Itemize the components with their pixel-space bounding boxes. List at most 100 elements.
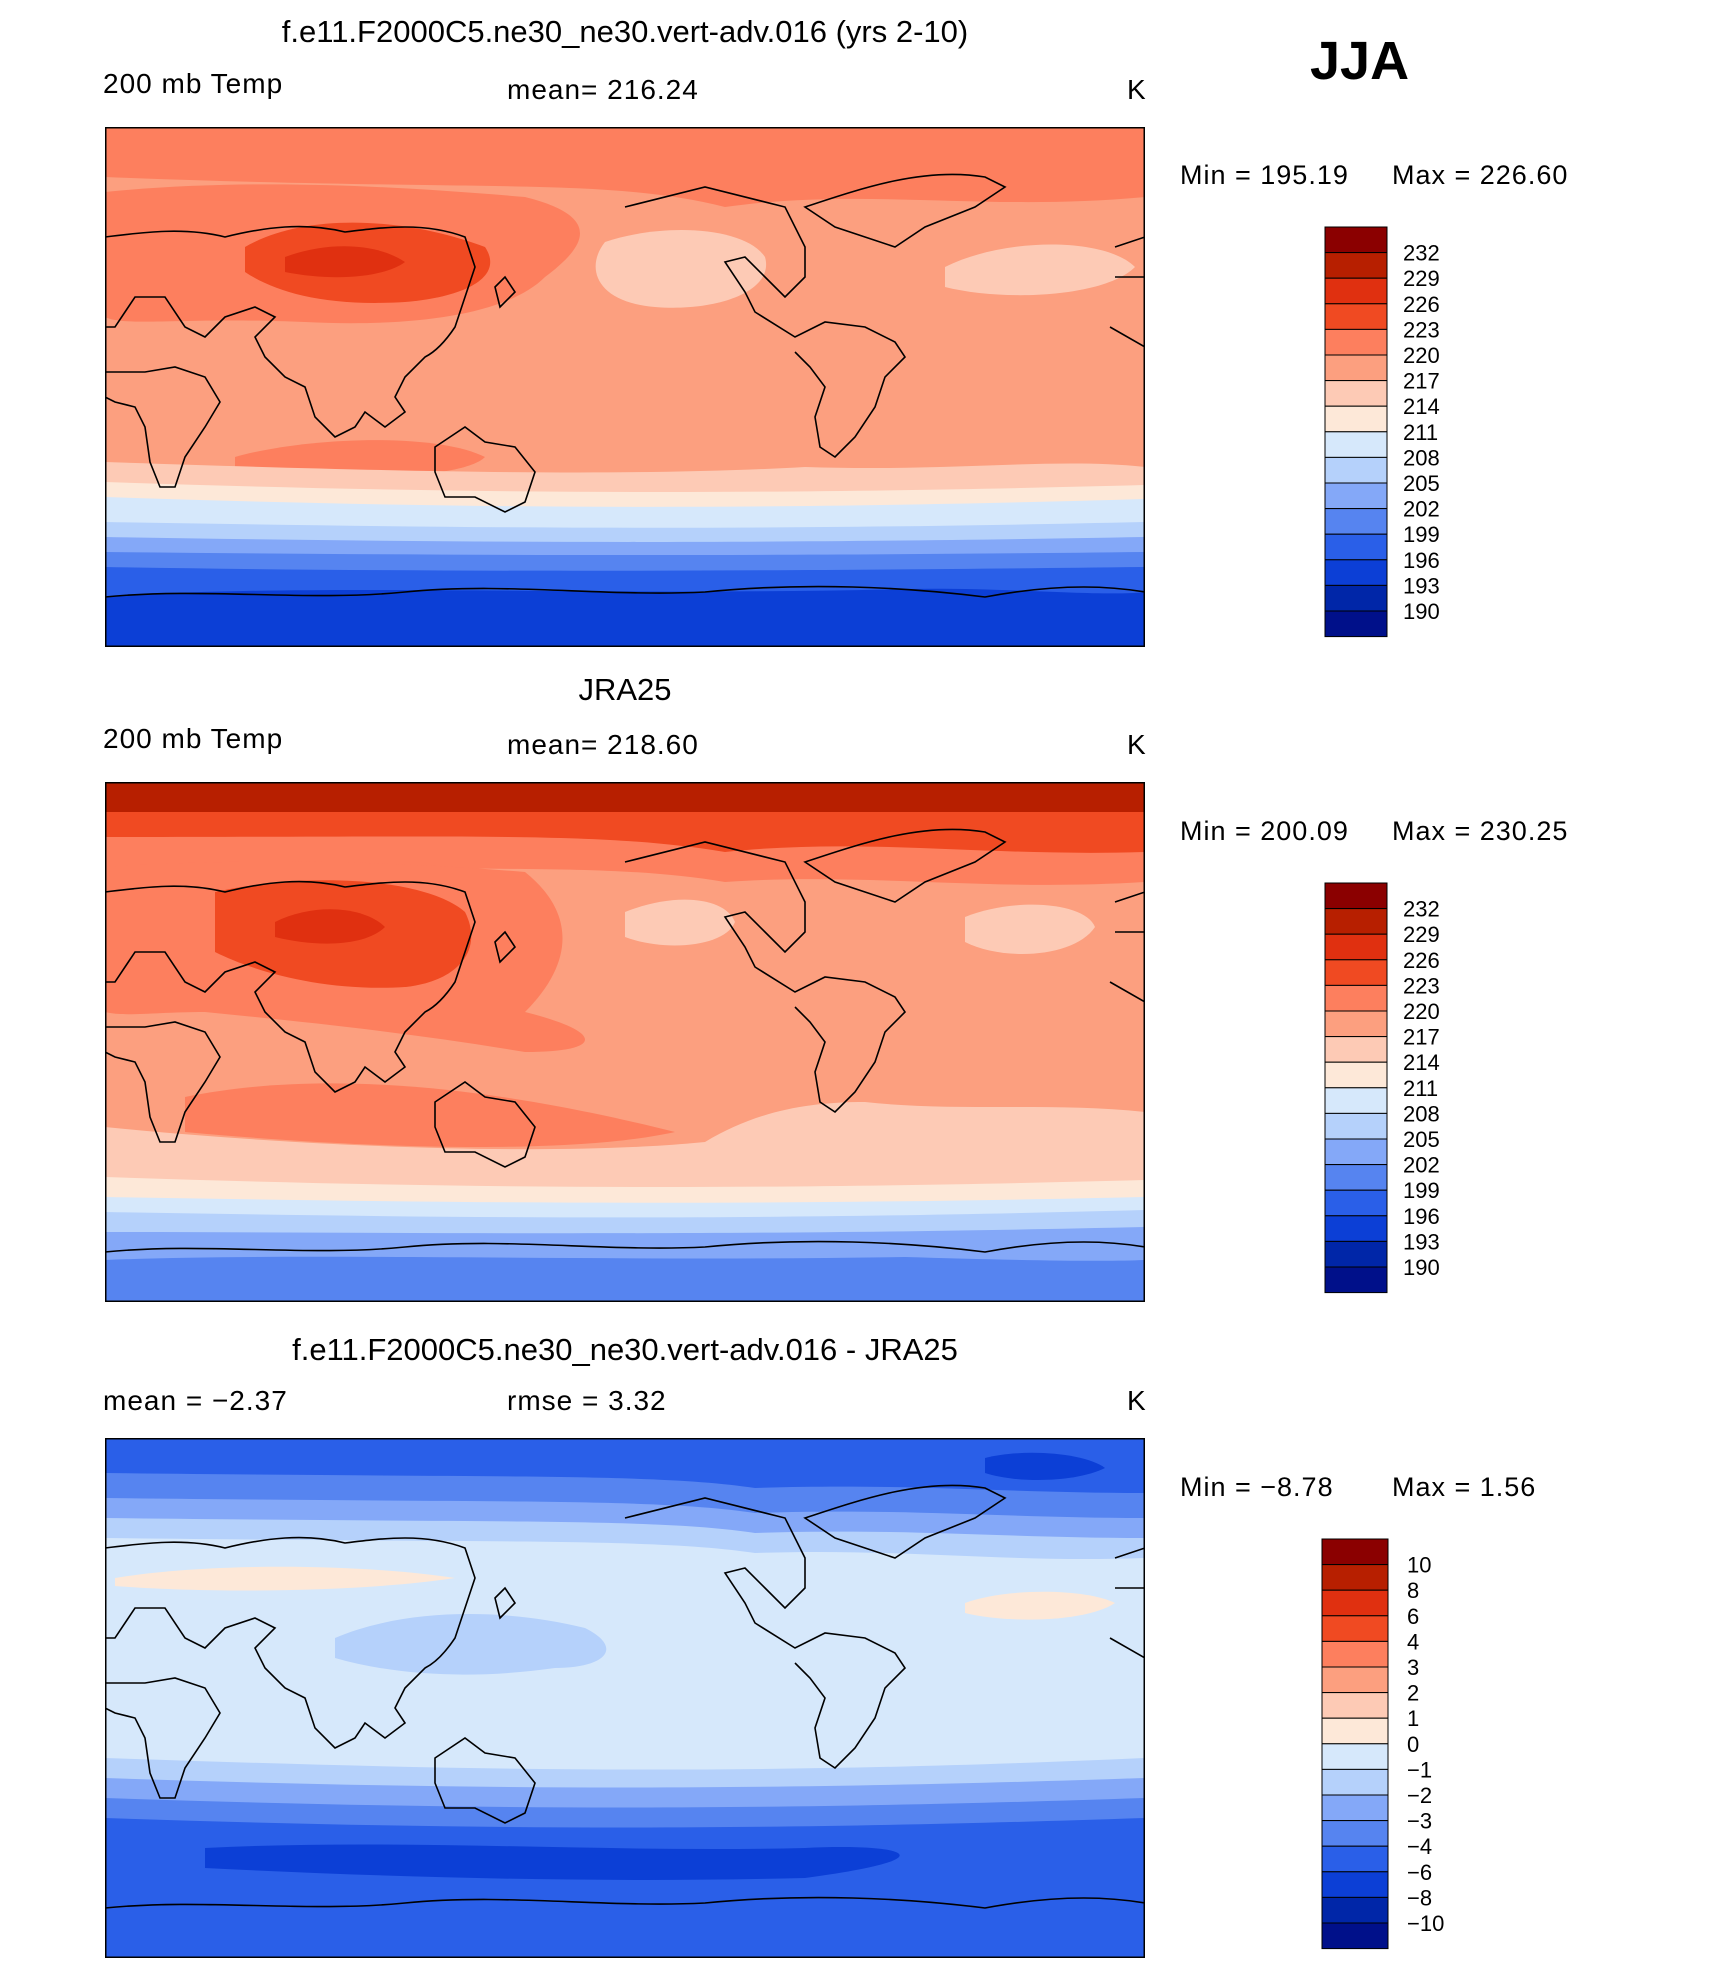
- panel-3-colorbar-box: [1321, 1564, 1389, 1591]
- panel-1-colorbar-box: [1324, 482, 1388, 510]
- panel-3-colorbar-tick: −8: [1407, 1885, 1432, 1910]
- panel-3-colorbar-box: [1321, 1717, 1389, 1745]
- panel-2-mean-label: mean= 218.60: [507, 729, 699, 760]
- panel-1-colorbar-box: [1324, 380, 1388, 407]
- panel-1-colorbar-tick: 232: [1403, 241, 1440, 266]
- panel-1-colorbar-box: [1324, 303, 1388, 330]
- panel-2-min-label: Min = 200.09: [1180, 816, 1349, 846]
- panel-2-contour-plot: [105, 782, 1145, 1302]
- panel-3-colorbar-box: [1321, 1538, 1389, 1566]
- panel-1-colorbar-box: [1324, 354, 1388, 382]
- panel-2-map: [105, 782, 1145, 1302]
- panel-1-colorbar-tick: 223: [1403, 317, 1440, 342]
- panel-3-colorbar-box: [1321, 1896, 1389, 1924]
- panel-2-colorbar-box: [1324, 1164, 1388, 1191]
- panel-3-colorbar-tick: 6: [1407, 1604, 1419, 1629]
- panel-3-colorbar-box: [1321, 1589, 1389, 1617]
- panel-1-colorbar-tick: 202: [1403, 497, 1440, 522]
- panel-2-colorbar-tick: 208: [1403, 1101, 1440, 1126]
- panel-1-colorbar-tick: 208: [1403, 445, 1440, 470]
- panel-3-colorbar-box: [1321, 1768, 1389, 1796]
- panel-3-band-minus8-south: [205, 1844, 900, 1880]
- panel-2-colorbar-box: [1324, 1266, 1388, 1294]
- panel-2-colorbar-box: [1324, 933, 1388, 961]
- panel-2-colorbar-box: [1324, 882, 1388, 910]
- panel-2-colorbar-tick: 232: [1403, 897, 1440, 922]
- panel-2-band-217-pacific: [625, 899, 735, 946]
- panel-3-band-minus8-north: [985, 1452, 1105, 1480]
- panel-3-colorbar-tick: −2: [1407, 1783, 1432, 1808]
- panel-1-title: f.e11.F2000C5.ne30_ne30.vert-adv.016 (yr…: [281, 14, 969, 49]
- panel-3-colorbar-tick: −10: [1407, 1911, 1444, 1936]
- season-label: JJA: [1310, 31, 1410, 91]
- panel-2-title: JRA25: [578, 672, 672, 707]
- panel-1-colorbar: 232 229 226 223 220 217 214 211 208 205 202 199 196 1…: [1324, 226, 1525, 638]
- panel-2-band-202: [105, 1256, 1145, 1302]
- panel-1-colorbar-tick: 217: [1403, 369, 1440, 394]
- panel-3-colorbar-tick: 3: [1407, 1655, 1419, 1680]
- panel-3-units-label: K: [1127, 1385, 1147, 1416]
- panel-1-colorbar-tick: 214: [1403, 394, 1440, 419]
- panel-1-colorbar-tick: 211: [1403, 420, 1438, 445]
- panel-3-colorbar-tick: 10: [1407, 1553, 1431, 1578]
- panel-2-colorbar-tick: 226: [1403, 948, 1440, 973]
- panel-1-colorbar-tick: 190: [1403, 599, 1440, 624]
- panel-2-colorbar-box: [1324, 908, 1388, 935]
- panel-3-band-0-eurasia: [115, 1566, 455, 1591]
- panel-2-colorbar-tick: 202: [1403, 1153, 1440, 1178]
- panel-2-colorbar-tick: 211: [1403, 1076, 1438, 1101]
- panel-1-map: [105, 127, 1145, 647]
- panel-3-colorbar-tick: −1: [1407, 1757, 1432, 1782]
- panel-1-band-214-pacific: [595, 230, 767, 308]
- panel-2-band-229-north: [105, 782, 1145, 812]
- panel-3-colorbar-box: [1321, 1615, 1389, 1642]
- panel-3-min-label: Min = −8.78: [1180, 1472, 1334, 1502]
- panel-1-colorbar-box: [1324, 431, 1388, 458]
- panel-2-variable-label: 200 mb Temp: [103, 723, 284, 754]
- panel-2-colorbar-svg: 2322292262232202172142112082052021991961…: [1324, 882, 1440, 1294]
- panel-3-colorbar-box: [1321, 1794, 1389, 1822]
- panel-1-colorbar-box: [1324, 456, 1388, 484]
- panel-2-band-223-south: [185, 1083, 675, 1147]
- panel-1-colorbar-tick: 229: [1403, 266, 1440, 291]
- panel-3-colorbar-tick: 2: [1407, 1681, 1419, 1706]
- panel-3-colorbar-box: [1321, 1640, 1389, 1668]
- panel-2-colorbar-tick: 229: [1403, 922, 1440, 947]
- panel-2-colorbar-box: [1324, 1138, 1388, 1166]
- panel-3-colorbar-tick: −4: [1407, 1834, 1432, 1859]
- panel-2-colorbar-tick: 220: [1403, 999, 1440, 1024]
- panel-1-min-label: Min = 195.19: [1180, 160, 1349, 190]
- panel-1-coastlines: [105, 173, 1145, 598]
- panel-2-colorbar-tick: 214: [1403, 1050, 1440, 1075]
- panel-3-mean-label: mean = −2.37: [103, 1385, 288, 1416]
- panel-3-colorbar-tick: −3: [1407, 1809, 1432, 1834]
- panel-2-colorbar-tick: 217: [1403, 1025, 1440, 1050]
- panel-1-colorbar-box: [1324, 277, 1388, 305]
- panel-2-band-217-atlantic: [965, 904, 1095, 954]
- panel-1-variable-label: 200 mb Temp: [103, 68, 284, 99]
- panel-3-colorbar-tick: 4: [1407, 1629, 1419, 1654]
- panel-1-colorbar-tick: 193: [1403, 573, 1440, 598]
- panel-2-colorbar-box: [1324, 984, 1388, 1012]
- panel-1-colorbar-box: [1324, 533, 1388, 561]
- panel-3-band-minus6-north: [105, 1438, 1145, 1493]
- panel-3-map: [105, 1438, 1145, 1958]
- panel-2-colorbar-tick: 205: [1403, 1127, 1440, 1152]
- panel-2-colorbar: 232 229 226 223 220 217 214 211 208 205 202 199 196 1…: [1324, 882, 1525, 1294]
- panel-1-colorbar-tick: 226: [1403, 292, 1440, 317]
- panel-1-band-193: [105, 588, 1145, 647]
- panel-2-colorbar-tick: 199: [1403, 1178, 1440, 1203]
- panel-2-units-label: K: [1127, 729, 1147, 760]
- panel-3-colorbar-box: [1321, 1922, 1389, 1950]
- panel-1-colorbar-box: [1324, 252, 1388, 279]
- panel-3-band-minus2-westpac: [335, 1614, 607, 1675]
- panel-2-colorbar-box: [1324, 1189, 1388, 1217]
- panel-3-colorbar-box: [1321, 1820, 1389, 1847]
- panel-3-title: f.e11.F2000C5.ne30_ne30.vert-adv.016 - J…: [292, 1332, 958, 1367]
- panel-1-band-214-atlantic: [945, 244, 1135, 296]
- panel-2-colorbar-tick: 196: [1403, 1204, 1440, 1229]
- panel-1-max-label: Max = 226.60: [1392, 160, 1569, 190]
- panel-3-colorbar-tick: 8: [1407, 1578, 1419, 1603]
- panel-3-contour-plot: [105, 1438, 1145, 1958]
